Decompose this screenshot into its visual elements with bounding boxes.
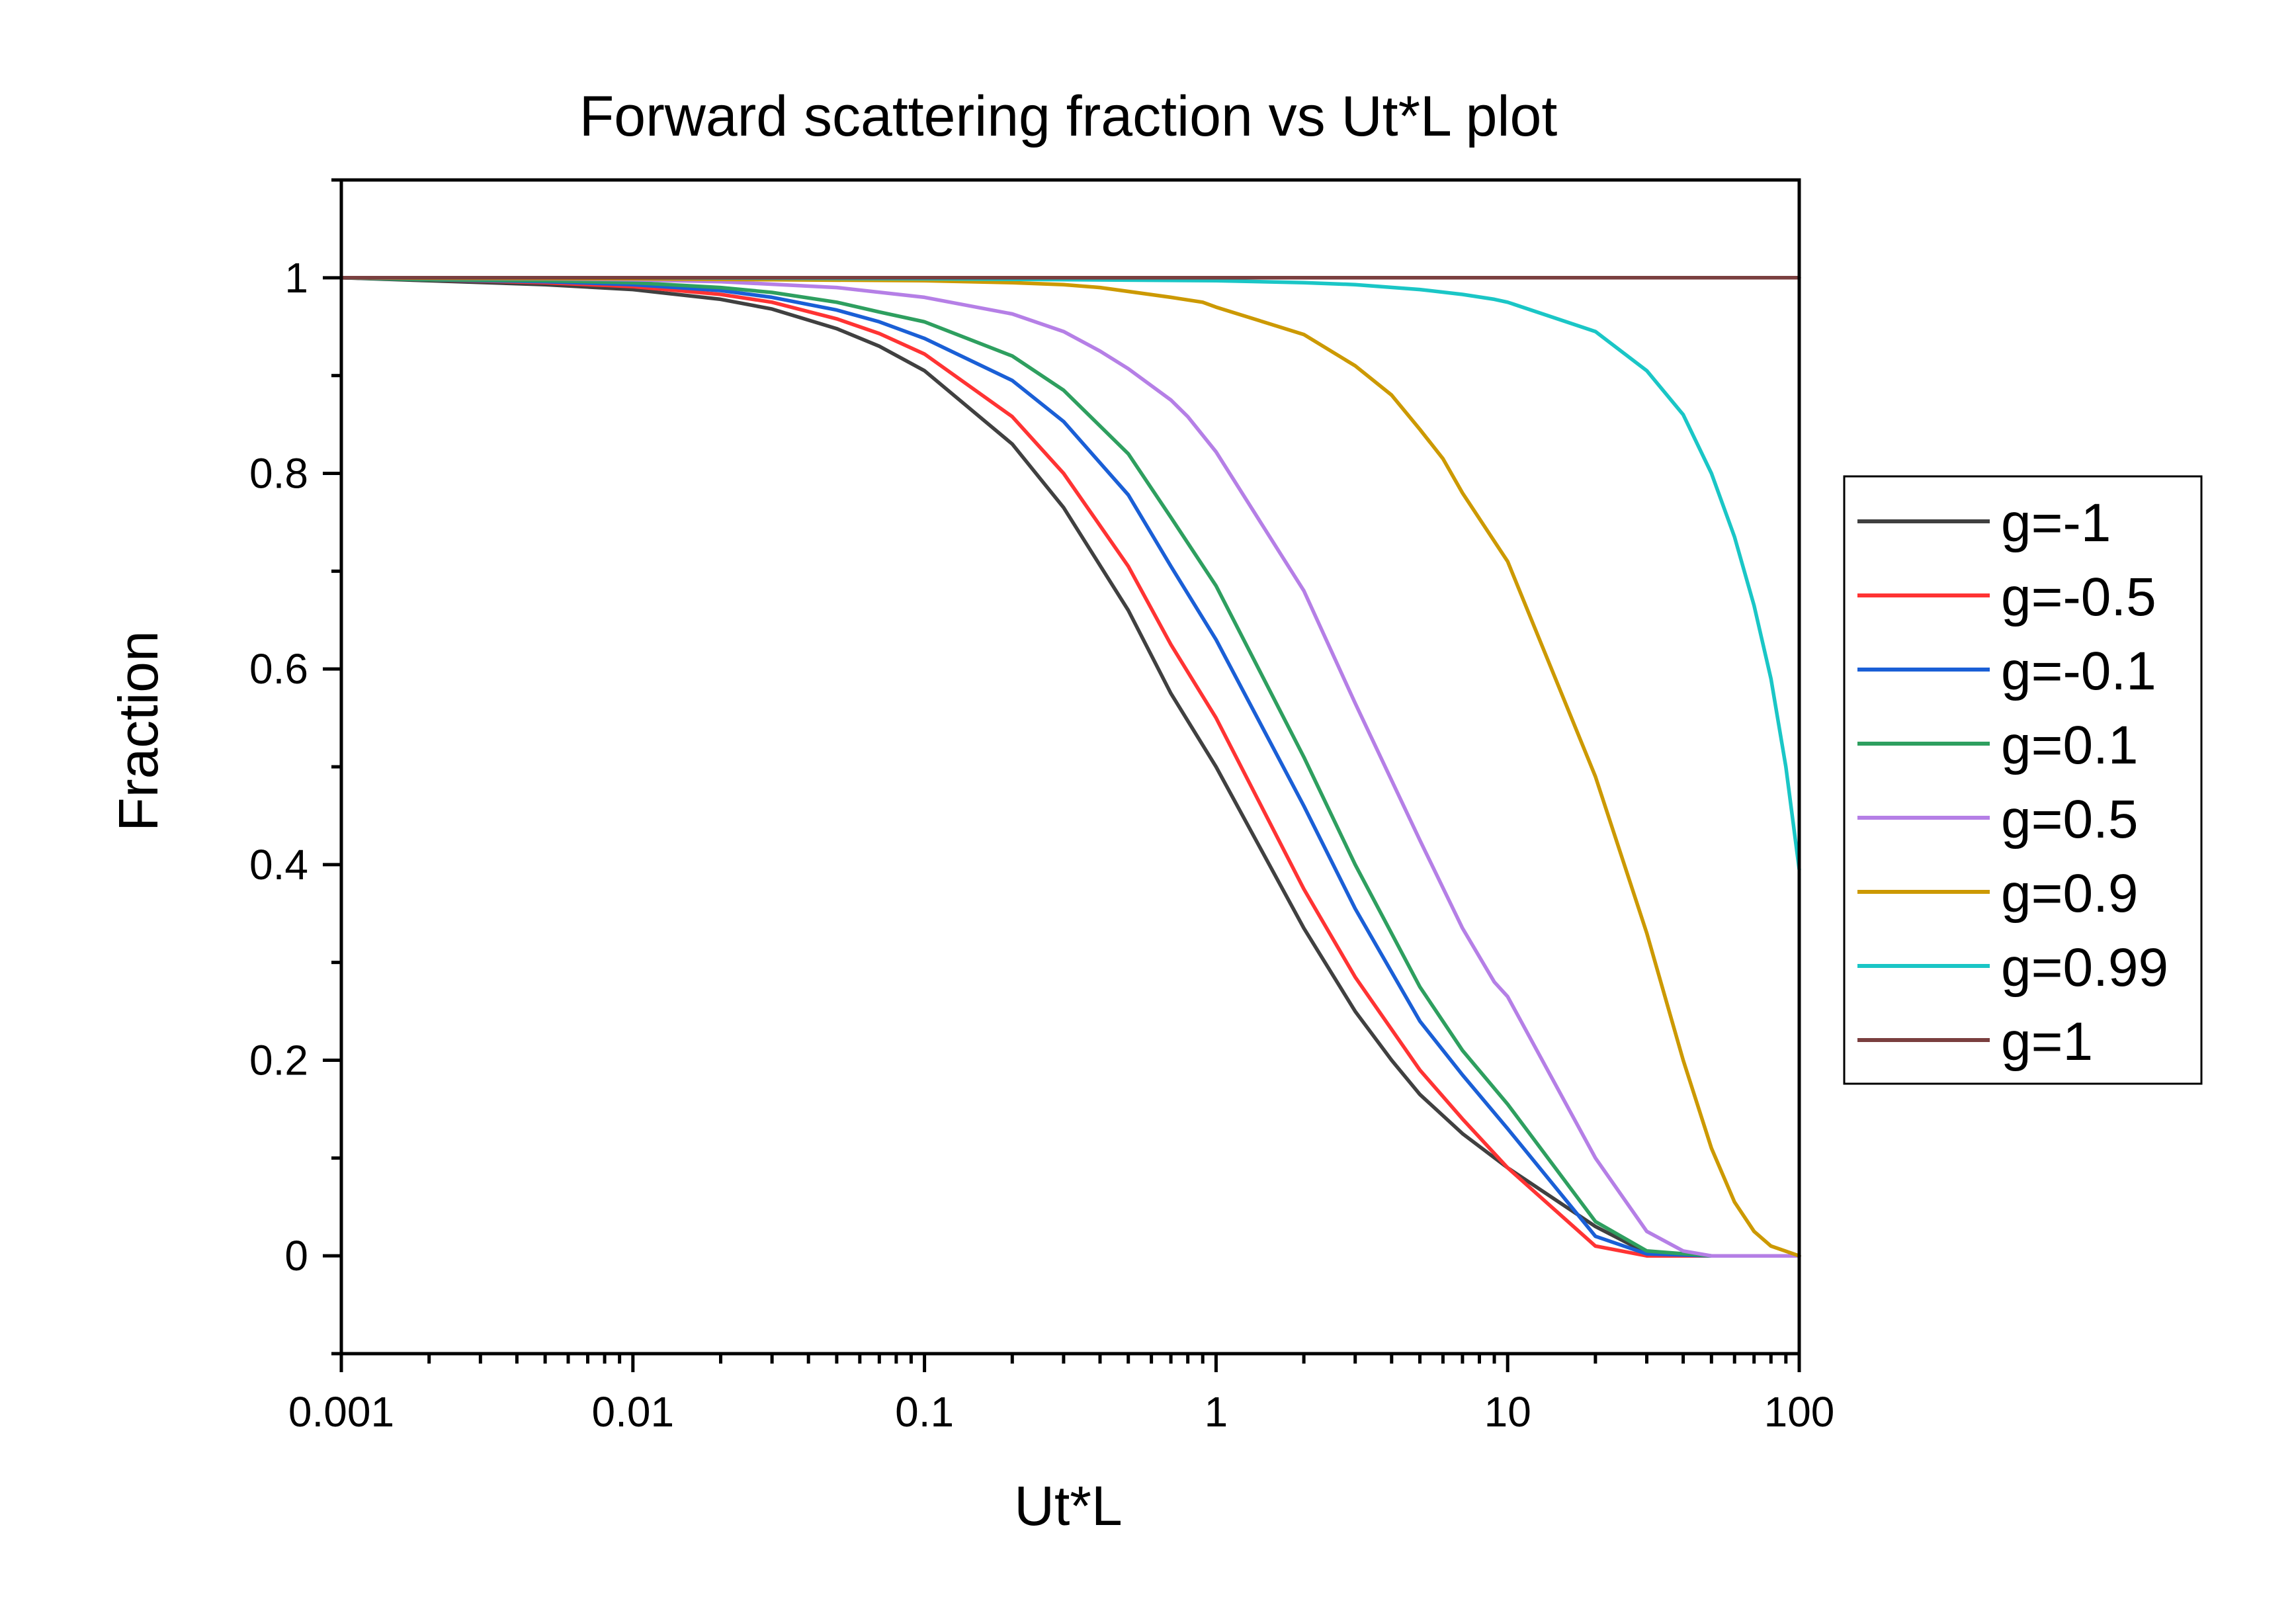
series-line-1: [339, 276, 1801, 1258]
legend-label: g=-0.1: [2001, 641, 2156, 701]
x-tick-label: 1: [1205, 1388, 1228, 1436]
series-line-5: [339, 276, 1801, 1258]
y-tick-label: 0.8: [249, 450, 308, 498]
y-tick-label: 1: [284, 254, 308, 302]
x-tick-label: 10: [1484, 1388, 1531, 1436]
y-axis: 0 0.2 0.4 0.6 0.8 1: [249, 178, 341, 1356]
series-line-6: [339, 276, 1801, 871]
legend-label: g=0.99: [2001, 937, 2168, 998]
series-line-0: [339, 276, 1801, 1258]
x-tick-label: 100: [1764, 1388, 1835, 1436]
x-tick-label: 0.001: [288, 1388, 394, 1436]
legend-label: g=0.1: [2001, 715, 2138, 775]
legend-label: g=1: [2001, 1012, 2093, 1072]
y-tick-label: 0.6: [249, 645, 308, 693]
legend-label: g=0.5: [2001, 789, 2138, 850]
x-tick-label: 0.01: [592, 1388, 675, 1436]
y-tick-label: 0: [284, 1232, 308, 1280]
y-tick-label: 0.4: [249, 841, 308, 889]
series-line-3: [339, 276, 1801, 1258]
series-line-4: [339, 276, 1801, 1258]
legend: g=-1 g=-0.5 g=-0.1 g=0.1 g=0.5 g=0.9 g=0.99 g=1: [1843, 475, 2203, 1085]
series-layer: [339, 276, 1801, 1258]
x-axis-label: Ut*L: [1014, 1475, 1122, 1537]
series-line-2: [339, 276, 1801, 1258]
legend-box: [1843, 475, 2203, 1085]
y-axis-label: Fraction: [107, 631, 169, 831]
chart-title: Forward scattering fraction vs Ut*L plot: [579, 85, 1558, 148]
plot-frame: [339, 178, 1801, 1356]
x-tick-label: 0.1: [895, 1388, 954, 1436]
legend-label: g=-0.5: [2001, 567, 2156, 627]
x-axis: 0.001 0.01 0.1 1 10 100: [288, 1354, 1834, 1436]
legend-label: g=0.9: [2001, 863, 2138, 924]
y-tick-label: 0.2: [249, 1037, 308, 1084]
legend-label: g=-1: [2001, 493, 2111, 553]
